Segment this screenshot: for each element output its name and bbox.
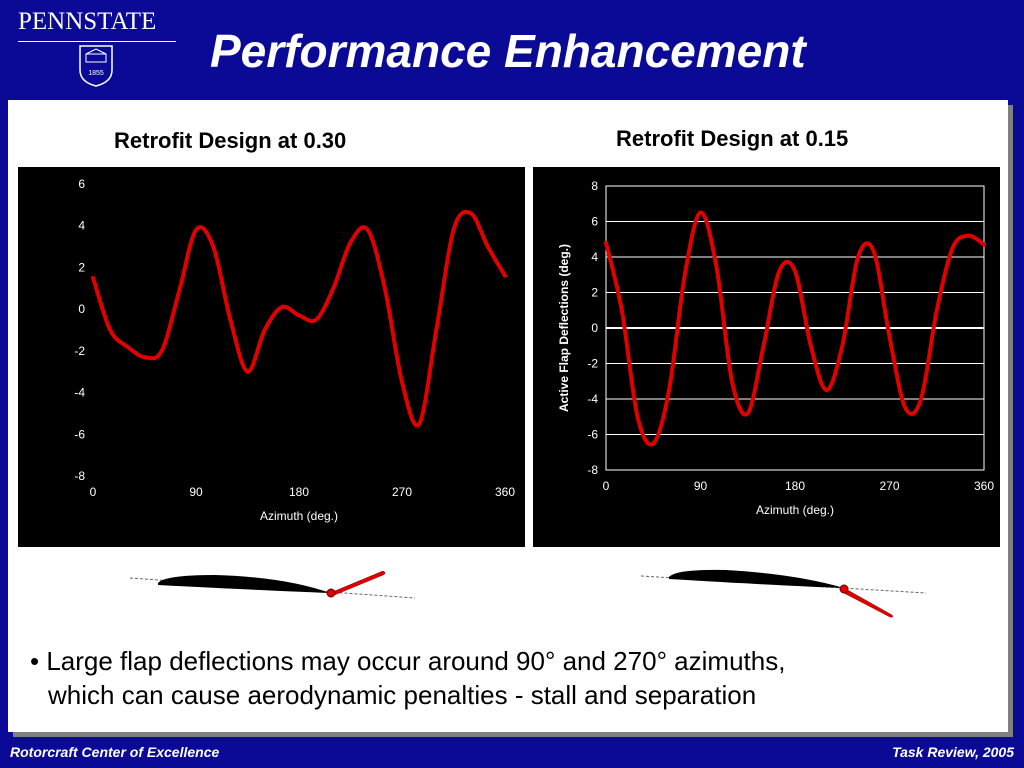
y-tick-label: -8 bbox=[74, 469, 85, 483]
y-tick-label: 4 bbox=[591, 250, 598, 264]
x-tick-label: 0 bbox=[90, 485, 97, 499]
y-tick-label: -2 bbox=[587, 357, 598, 371]
slide-title: Performance Enhancement bbox=[210, 25, 806, 77]
x-tick-label: 90 bbox=[189, 485, 203, 499]
y-tick-label: -2 bbox=[74, 344, 85, 358]
y-tick-label: 4 bbox=[78, 219, 85, 233]
y-tick-label: -4 bbox=[74, 386, 85, 400]
y-tick-label: -6 bbox=[74, 427, 85, 441]
bullet-line-2: which can cause aerodynamic penalties - … bbox=[48, 680, 757, 710]
logo-text: PENNSTATE bbox=[18, 8, 157, 35]
left-chart: 6 4 2 0 -2 -4 -6 -8 0 90 180 270 360 Azimuth (deg.) bbox=[18, 167, 525, 547]
left-chart-svg: 6 4 2 0 -2 -4 -6 -8 0 90 180 270 360 Azimuth (deg.) bbox=[74, 177, 515, 523]
y-tick-label: 0 bbox=[78, 302, 85, 316]
x-tick-label: 360 bbox=[974, 479, 994, 493]
y-tick-label: -4 bbox=[587, 392, 598, 406]
logo-rule bbox=[18, 41, 176, 42]
x-tick-label: 180 bbox=[785, 479, 805, 493]
y-tick-label: 2 bbox=[78, 260, 85, 274]
airfoil-flap-up-icon bbox=[129, 570, 416, 599]
footer-right: Task Review, 2005 bbox=[892, 744, 1014, 760]
right-chart-title: Retrofit Design at 0.15 bbox=[616, 126, 849, 151]
series-line bbox=[91, 209, 507, 428]
footer: Rotorcraft Center of Excellence Task Rev… bbox=[0, 744, 1024, 768]
series-line bbox=[604, 210, 986, 447]
y-tick-label: -6 bbox=[587, 428, 598, 442]
y-tick-label: 8 bbox=[591, 179, 598, 193]
seal-icon: 1855 bbox=[79, 45, 113, 87]
footer-left: Rotorcraft Center of Excellence bbox=[10, 744, 220, 760]
x-tick-label: 270 bbox=[392, 485, 412, 499]
y-axis-label: Active Flap Deflections (deg.) bbox=[557, 244, 571, 412]
right-chart: 8 6 4 2 0 -2 -4 -6 -8 0 90 180 270 360 Azimuth (deg.) A… bbox=[533, 167, 1000, 547]
pennstate-logo: PENNSTATE 1855 bbox=[14, 8, 179, 88]
x-tick-label: 270 bbox=[879, 479, 899, 493]
x-tick-label: 0 bbox=[603, 479, 610, 493]
bullet-line-1: • Large flap deflections may occur aroun… bbox=[30, 646, 786, 676]
right-chart-svg: 8 6 4 2 0 -2 -4 -6 -8 0 90 180 270 360 Azimuth (deg.) A… bbox=[557, 179, 994, 517]
x-tick-label: 90 bbox=[694, 479, 708, 493]
y-tick-label: 2 bbox=[591, 286, 598, 300]
y-tick-label: 6 bbox=[591, 215, 598, 229]
airfoil-flap-down-icon bbox=[640, 569, 927, 618]
x-axis-label: Azimuth (deg.) bbox=[756, 503, 834, 517]
bullet-text: • Large flap deflections may occur aroun… bbox=[30, 644, 785, 712]
x-tick-label: 180 bbox=[289, 485, 309, 499]
seal-year: 1855 bbox=[88, 70, 104, 77]
left-chart-title: Retrofit Design at 0.30 bbox=[114, 128, 347, 153]
x-axis-label: Azimuth (deg.) bbox=[260, 509, 338, 523]
y-tick-label: 6 bbox=[78, 177, 85, 191]
y-tick-label: -8 bbox=[587, 463, 598, 477]
y-tick-label: 0 bbox=[591, 321, 598, 335]
x-tick-label: 360 bbox=[495, 485, 515, 499]
